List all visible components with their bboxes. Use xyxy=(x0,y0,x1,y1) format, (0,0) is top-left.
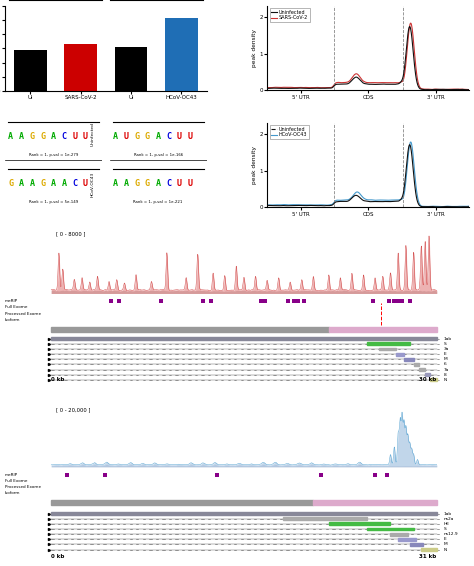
Bar xyxy=(419,368,425,371)
Text: C: C xyxy=(62,131,66,140)
Text: C: C xyxy=(72,178,77,187)
Text: U: U xyxy=(177,178,182,187)
Y-axis label: peak density: peak density xyxy=(252,29,257,67)
Text: Rank = 1, p-val = 1e-279: Rank = 1, p-val = 1e-279 xyxy=(28,153,78,157)
Text: G: G xyxy=(134,131,139,140)
Text: C: C xyxy=(166,131,171,140)
Bar xyxy=(421,548,437,551)
Text: meRIP: meRIP xyxy=(5,299,18,303)
Bar xyxy=(51,327,329,332)
Bar xyxy=(329,522,391,525)
Text: Rank = 1, p-val = 5e-149: Rank = 1, p-val = 5e-149 xyxy=(28,200,78,204)
Text: Isoform: Isoform xyxy=(5,318,20,322)
Text: G: G xyxy=(145,131,150,140)
Text: Full Exome: Full Exome xyxy=(5,479,27,483)
Text: A: A xyxy=(8,131,13,140)
Text: U: U xyxy=(72,131,77,140)
Text: 1ab: 1ab xyxy=(444,512,452,516)
Text: 1ab: 1ab xyxy=(444,337,452,341)
Text: U: U xyxy=(83,131,88,140)
Bar xyxy=(396,353,404,355)
Bar xyxy=(367,342,410,345)
Text: C: C xyxy=(166,178,171,187)
Bar xyxy=(51,500,313,505)
Text: N: N xyxy=(444,378,447,382)
Text: 31 kb: 31 kb xyxy=(419,554,437,559)
Bar xyxy=(430,379,437,381)
Legend: Uninfected, HCoV-OC43: Uninfected, HCoV-OC43 xyxy=(270,125,309,139)
Text: 0 kb: 0 kb xyxy=(51,378,64,382)
Text: U: U xyxy=(177,131,182,140)
Text: M: M xyxy=(444,542,447,546)
Bar xyxy=(425,374,430,376)
Text: M: M xyxy=(444,357,447,361)
Text: G: G xyxy=(29,131,35,140)
Text: 7a: 7a xyxy=(444,367,449,371)
Text: Rank = 1, p-val = 1e-166: Rank = 1, p-val = 1e-166 xyxy=(134,153,182,157)
Text: Processed Exome: Processed Exome xyxy=(5,485,41,489)
Text: A: A xyxy=(155,178,161,187)
Text: S: S xyxy=(444,342,447,346)
Text: U: U xyxy=(188,178,193,187)
Text: E: E xyxy=(444,537,447,541)
Bar xyxy=(379,348,396,350)
Text: U: U xyxy=(124,131,128,140)
Text: 3a: 3a xyxy=(444,347,449,351)
Text: S: S xyxy=(444,527,447,531)
Text: A: A xyxy=(29,178,35,187)
Text: A: A xyxy=(124,178,128,187)
Text: A: A xyxy=(62,178,66,187)
Text: 0 kb: 0 kb xyxy=(51,554,64,559)
Text: ns2a: ns2a xyxy=(444,517,454,521)
Text: 8: 8 xyxy=(444,372,447,377)
Text: G: G xyxy=(145,178,150,187)
Bar xyxy=(410,543,423,546)
Text: ns12.9: ns12.9 xyxy=(444,532,458,536)
Text: A: A xyxy=(155,131,161,140)
Bar xyxy=(414,363,419,366)
Text: A: A xyxy=(51,178,56,187)
Text: A: A xyxy=(19,178,24,187)
Text: A: A xyxy=(51,131,56,140)
Bar xyxy=(51,337,437,340)
Text: meRIP: meRIP xyxy=(5,473,18,477)
Text: [ 0 - 20,000 ]: [ 0 - 20,000 ] xyxy=(56,408,91,413)
Text: Isoform: Isoform xyxy=(5,491,20,495)
Bar xyxy=(283,517,367,520)
Text: G: G xyxy=(134,178,139,187)
Text: N: N xyxy=(444,547,447,552)
Legend: Uninfected, SARS-CoV-2: Uninfected, SARS-CoV-2 xyxy=(270,8,310,22)
Text: G: G xyxy=(40,178,45,187)
Text: U: U xyxy=(83,178,88,187)
Text: Uninfected: Uninfected xyxy=(90,122,94,146)
Bar xyxy=(329,327,437,332)
Text: U: U xyxy=(188,131,193,140)
Text: A: A xyxy=(113,178,118,187)
Text: A: A xyxy=(113,131,118,140)
Bar xyxy=(64,44,97,91)
Bar xyxy=(391,533,408,535)
Text: G: G xyxy=(40,131,45,140)
Text: 6: 6 xyxy=(444,362,447,366)
Text: [ 0 - 8000 ]: [ 0 - 8000 ] xyxy=(56,231,85,236)
Bar xyxy=(313,500,437,505)
Text: A: A xyxy=(19,131,24,140)
Bar xyxy=(398,538,416,541)
Text: G: G xyxy=(8,178,13,187)
Text: Processed Exome: Processed Exome xyxy=(5,312,41,316)
Text: HE: HE xyxy=(444,522,450,526)
Text: Full Exome: Full Exome xyxy=(5,306,27,310)
Text: HCoV-OC43: HCoV-OC43 xyxy=(90,171,94,196)
Bar xyxy=(51,512,437,515)
Y-axis label: peak density: peak density xyxy=(252,146,257,184)
Bar xyxy=(404,358,414,361)
Bar xyxy=(115,47,147,91)
Bar xyxy=(367,528,414,530)
Text: 30 kb: 30 kb xyxy=(419,378,437,382)
Bar xyxy=(14,50,46,91)
Bar xyxy=(165,19,198,91)
Text: Rank = 1, p-val = 1e-221: Rank = 1, p-val = 1e-221 xyxy=(134,200,183,204)
Text: E: E xyxy=(444,352,447,356)
